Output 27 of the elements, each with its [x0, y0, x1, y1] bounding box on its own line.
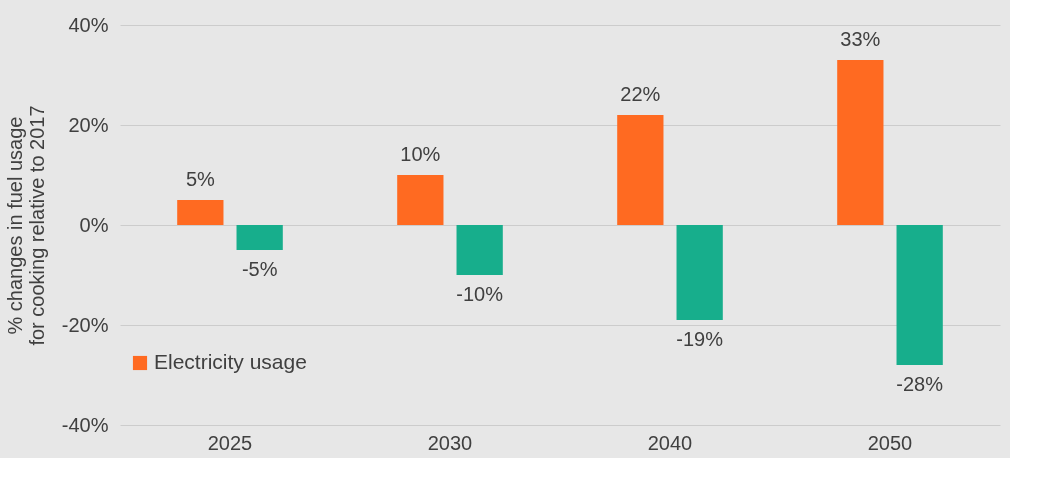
x-tick-label: 2025	[207, 431, 253, 454]
data-label: -5%	[241, 258, 278, 280]
x-tick-label: 2040	[647, 431, 693, 454]
data-label: -19%	[676, 328, 724, 350]
bar	[676, 225, 723, 320]
bar	[236, 225, 283, 250]
data-label: -28%	[896, 373, 944, 395]
bar	[456, 225, 503, 275]
bar	[177, 200, 224, 225]
data-label: 33%	[840, 28, 881, 50]
bar	[617, 115, 664, 225]
bar	[896, 225, 943, 365]
x-tick-label: 2050	[867, 431, 913, 454]
y-tick-label: 0%	[79, 213, 109, 236]
data-label: -10%	[456, 283, 504, 305]
y-tick-label: -40%	[61, 413, 109, 436]
y-tick-label: 40%	[68, 13, 109, 36]
data-label: 10%	[400, 143, 441, 165]
y-tick-label: -20%	[61, 313, 109, 336]
bar	[397, 175, 444, 225]
bar	[837, 60, 884, 225]
y-tick-label: 20%	[68, 113, 109, 136]
data-label: 5%	[185, 168, 216, 190]
data-label: 22%	[620, 83, 661, 105]
legend-label: Electricity usage	[154, 350, 307, 373]
y-axis-title: % changes in fuel usage for cooking relative to 2017	[3, 105, 48, 346]
x-tick-label: 2030	[427, 431, 473, 454]
